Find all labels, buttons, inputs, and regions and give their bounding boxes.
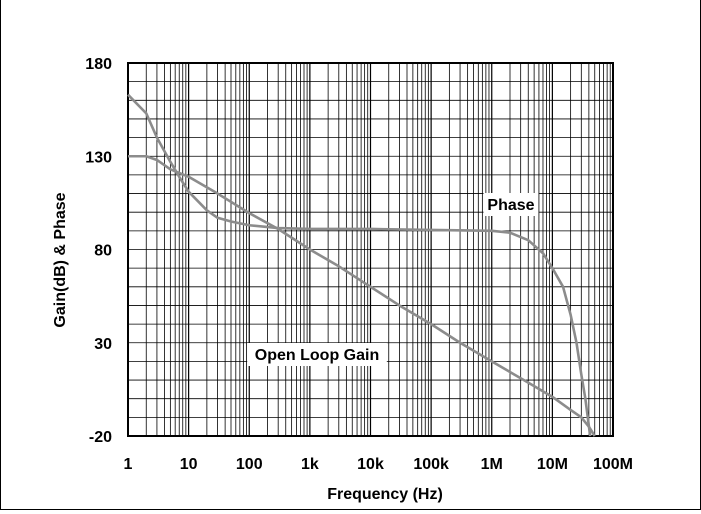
x-tick-label: 100M: [593, 456, 633, 473]
y-tick-label: 180: [85, 56, 112, 73]
x-axis-title: Frequency (Hz): [327, 486, 443, 503]
x-tick-label: 1M: [481, 456, 503, 473]
x-tick-label: 1: [124, 456, 133, 473]
annotation-label: Open Loop Gain: [255, 347, 379, 364]
series-line-phase: [127, 93, 592, 437]
x-tick-label: 10: [180, 456, 198, 473]
tick-labels: 1 10 100 1k 10k 100k 1M 10M 100M 180 130 80 30 -20: [85, 56, 633, 473]
y-tick-label: 80: [94, 243, 112, 260]
y-axis-title: Gain(dB) & Phase: [52, 192, 69, 327]
series-lines: [127, 93, 596, 437]
annotation-background: [247, 343, 387, 366]
x-tick-label: 10M: [537, 456, 568, 473]
annotation-background: [483, 193, 539, 216]
annotation-open-loop-gain: Open Loop Gain: [247, 343, 387, 366]
x-tick-label: 10k: [357, 456, 384, 473]
x-tick-label: 100: [236, 456, 263, 473]
x-tick-label: 100k: [413, 456, 449, 473]
plot-border: [127, 62, 614, 437]
grid-lines: [127, 62, 614, 437]
y-tick-label: -20: [89, 429, 112, 446]
annotation-label: Phase: [487, 197, 534, 214]
x-tick-label: 1k: [301, 456, 319, 473]
y-tick-label: 130: [85, 149, 112, 166]
y-tick-label: 30: [94, 336, 112, 353]
annotations: Phase Open Loop Gain: [247, 193, 539, 366]
annotation-phase: Phase: [483, 193, 539, 216]
